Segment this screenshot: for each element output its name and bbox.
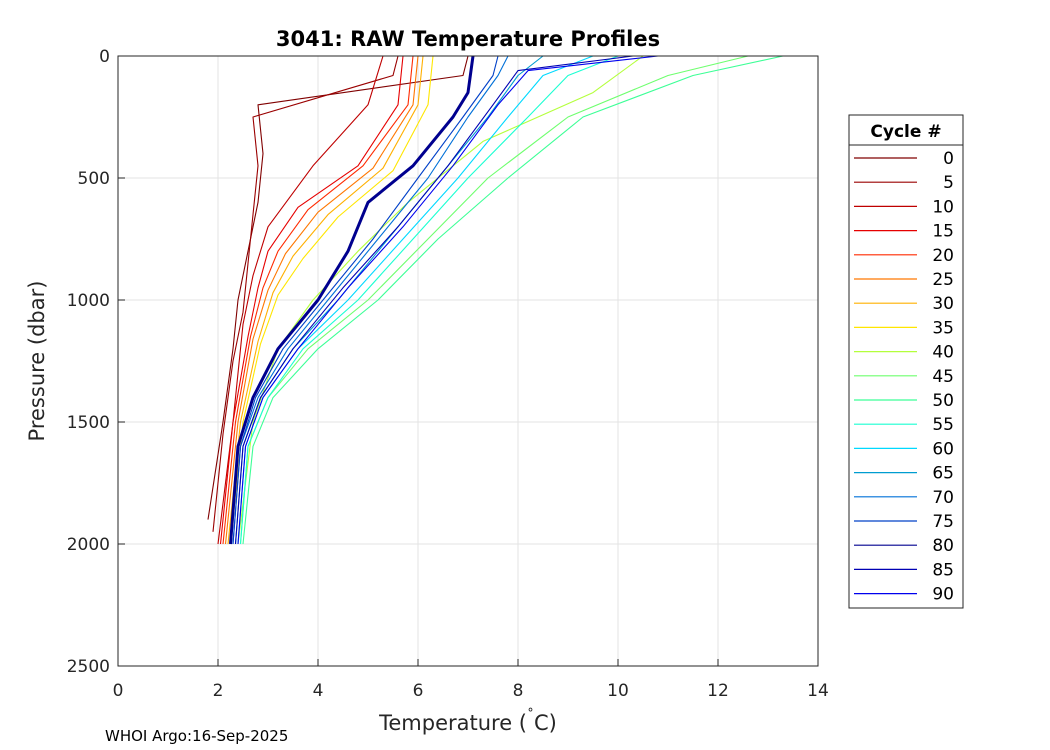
- legend-label: 35: [932, 318, 954, 338]
- legend: Cycle # 0 5 10 15 20 25 30 35 40 45 50 55 60 65 70 75 80…: [848, 114, 964, 609]
- legend-label: 90: [932, 585, 954, 605]
- profile-line-cycle-35: [229, 55, 434, 545]
- x-tick-label: 12: [707, 681, 729, 701]
- legend-label: 15: [932, 222, 954, 242]
- profile-line-cycle-70: [232, 55, 509, 545]
- profile-line-cycle-85: [234, 55, 634, 545]
- legend-label: 65: [932, 464, 954, 484]
- profile-line-cycle-5: [212, 55, 399, 532]
- profile-line-cycle-10: [217, 55, 384, 545]
- legend-label: 0: [943, 149, 954, 169]
- legend-label: 75: [932, 512, 954, 532]
- y-tick-label: 0: [99, 47, 110, 67]
- y-tick-label: 1500: [67, 413, 110, 433]
- plot-frame: [117, 55, 819, 667]
- y-tick-label: 2500: [67, 657, 110, 677]
- profile-line-cycle-90: [237, 55, 659, 545]
- legend-label: 50: [932, 391, 954, 411]
- x-tick-label: 10: [607, 681, 629, 701]
- footer-text: WHOI Argo:16-Sep-2025: [105, 727, 288, 745]
- profile-line-cycle-80: [229, 55, 475, 545]
- x-tick-label: 2: [213, 681, 224, 701]
- profile-line-cycle-40: [237, 55, 644, 545]
- profile-lines: [207, 55, 784, 545]
- y-axis-label: Pressure (dbar): [25, 281, 49, 442]
- x-tick-label: 6: [413, 681, 424, 701]
- profile-line-cycle-55: [239, 55, 619, 545]
- legend-label: 85: [932, 560, 954, 580]
- legend-label: 30: [932, 294, 954, 314]
- profile-line-cycle-15: [219, 55, 404, 545]
- plot-area: [118, 56, 818, 666]
- legend-label: 25: [932, 270, 954, 290]
- x-tick-label: 4: [313, 681, 324, 701]
- x-tick-label: 14: [807, 681, 829, 701]
- legend-label: 40: [932, 343, 954, 363]
- legend-label: 55: [932, 415, 954, 435]
- y-tick-label: 2000: [67, 535, 110, 555]
- profile-line-cycle-30: [227, 55, 424, 545]
- legend-label: 80: [932, 536, 954, 556]
- legend-title: Cycle #: [870, 122, 941, 142]
- y-tick-label: 500: [78, 169, 110, 189]
- x-tick-label: 0: [113, 681, 124, 701]
- x-axis-label-degree: ˚: [527, 707, 534, 724]
- profile-line-cycle-50: [242, 55, 784, 545]
- legend-label: 45: [932, 367, 954, 387]
- legend-label: 60: [932, 439, 954, 459]
- legend-items: 0 5 10 15 20 25 30 35 40 45 50 55 60 65 70 75 80 85 90: [854, 149, 954, 605]
- legend-label: 5: [943, 173, 954, 193]
- profile-line-cycle-75: [232, 55, 499, 545]
- profile-line-cycle-20: [222, 55, 414, 545]
- legend-label: 20: [932, 246, 954, 266]
- chart-title: 3041: RAW Temperature Profiles: [276, 27, 660, 51]
- x-axis-label: Temperature (˚C): [378, 707, 557, 735]
- x-axis-label-unit: C): [534, 711, 557, 735]
- y-tick-label: 1000: [67, 291, 110, 311]
- legend-box: [848, 114, 964, 609]
- profile-line-cycle-0: [207, 55, 469, 520]
- tick-labels: 0 2 4 6 8 10 12 14 0 500 1000 1500 2000 2500: [67, 47, 829, 701]
- x-axis-label-text: Temperature (: [378, 711, 527, 735]
- x-tick-label: 8: [513, 681, 524, 701]
- profile-line-cycle-25: [224, 55, 419, 545]
- legend-label: 10: [932, 197, 954, 217]
- legend-label: 70: [932, 488, 954, 508]
